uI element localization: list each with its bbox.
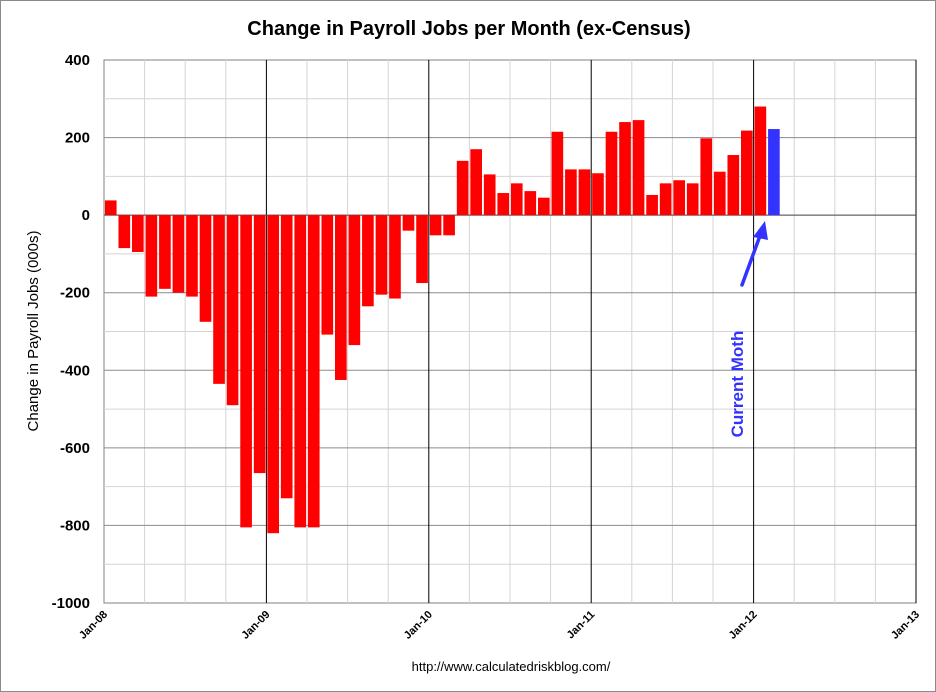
bar — [362, 215, 374, 307]
x-tick-label: Jan-08 — [77, 609, 110, 642]
source-url: http://www.calculatedriskblog.com/ — [412, 659, 611, 674]
bar — [754, 106, 767, 216]
y-tick-label: -1000 — [52, 595, 90, 612]
y-tick-label: -200 — [60, 285, 90, 302]
bar — [118, 215, 131, 249]
x-tick-label: Jan-09 — [239, 609, 272, 642]
annotation-text: Current Moth — [728, 331, 747, 438]
bar — [483, 174, 496, 216]
bar — [565, 169, 577, 216]
bar — [659, 183, 672, 216]
bar — [538, 197, 550, 216]
y-tick-label: 400 — [65, 52, 90, 69]
y-tick-label: -800 — [60, 517, 90, 534]
bar — [768, 129, 780, 216]
bar — [253, 215, 266, 474]
chart-title: Change in Payroll Jobs per Month (ex-Cen… — [247, 18, 690, 40]
bar — [686, 183, 699, 216]
annotation: Current Moth — [728, 221, 768, 437]
bar — [240, 215, 252, 528]
bar — [199, 215, 212, 322]
x-tick-label: Jan-10 — [402, 609, 435, 642]
bar — [713, 171, 726, 216]
y-tick-label: -600 — [60, 440, 90, 457]
bar — [389, 215, 401, 299]
bar — [280, 215, 293, 499]
bar — [551, 131, 564, 216]
bar — [104, 200, 117, 216]
bar — [213, 215, 225, 384]
bar — [402, 215, 415, 231]
annotation-arrow — [740, 231, 763, 287]
bar — [132, 215, 144, 252]
bar — [470, 149, 482, 216]
bar — [510, 183, 523, 216]
annotation-arrowhead — [753, 221, 768, 240]
bar — [619, 122, 631, 216]
bar — [172, 215, 185, 293]
bar — [700, 138, 713, 216]
y-tick-label: -400 — [60, 362, 90, 379]
bar — [646, 194, 658, 216]
bar — [416, 215, 428, 284]
y-tick-label: 0 — [82, 207, 90, 224]
bar — [186, 215, 198, 297]
bar — [348, 215, 361, 346]
x-tick-label: Jan-13 — [889, 609, 922, 642]
bar — [307, 215, 320, 528]
y-axis-ticks: 400 200 0 -200 -400 -600 -800 -1000 — [52, 52, 90, 612]
bar — [727, 155, 740, 216]
bar — [294, 215, 307, 528]
bar — [335, 215, 347, 380]
bar — [524, 191, 537, 216]
bar — [578, 169, 591, 216]
bar — [429, 215, 442, 236]
bar — [605, 131, 618, 216]
major-gridlines — [104, 60, 917, 603]
minor-gridlines — [104, 60, 916, 603]
bar — [226, 215, 239, 406]
bar — [632, 120, 645, 216]
bar — [741, 130, 753, 216]
bar — [159, 215, 171, 289]
bar — [321, 215, 334, 335]
y-axis-label: Change in Payroll Jobs (000s) — [25, 231, 42, 432]
bar — [267, 215, 279, 534]
bar — [456, 160, 469, 216]
bar — [145, 215, 158, 297]
bar — [375, 215, 388, 295]
x-axis-ticks: Jan-08 Jan-09 Jan-10 Jan-11 Jan-12 Jan-13 — [77, 609, 922, 642]
bar — [673, 180, 685, 216]
bar — [592, 173, 604, 216]
x-tick-label: Jan-12 — [727, 609, 760, 642]
y-tick-label: 200 — [65, 130, 90, 147]
bars — [104, 106, 780, 534]
bar — [497, 193, 510, 216]
x-tick-label: Jan-11 — [565, 609, 598, 642]
bar — [443, 215, 455, 236]
